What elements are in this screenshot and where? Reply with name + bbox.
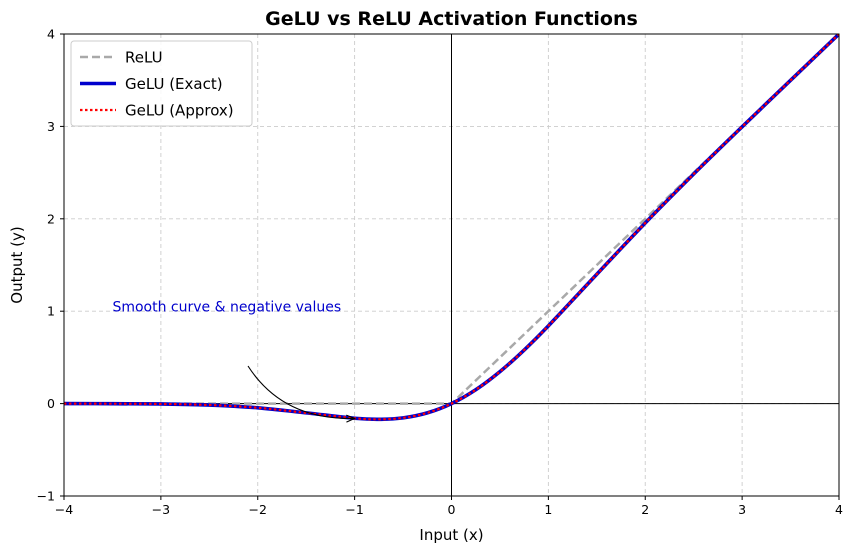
x-ticks: −4 −3 −2 −1 0 1 2 3 4 [55,496,843,517]
chart-title: GeLU vs ReLU Activation Functions [265,8,638,30]
x-axis-label: Input (x) [419,526,483,544]
y-tick-label-5: 4 [47,27,55,42]
series-line-2 [64,34,839,421]
x-tick-label-7: 3 [738,502,746,517]
x-tick-label-3: −1 [345,502,363,517]
legend-label-0: ReLU [125,49,163,67]
x-tick-label-8: 4 [835,502,843,517]
annotation-text: Smooth curve & negative values [112,299,341,315]
y-tick-label-3: 2 [47,211,55,226]
legend-label-1: GeLU (Exact) [125,75,223,93]
x-tick-label-1: −3 [152,502,170,517]
legend: ReLU GeLU (Exact) GeLU (Approx) [70,40,253,127]
y-tick-label-1: 0 [47,396,55,411]
x-tick-label-5: 1 [544,502,552,517]
x-tick-label-2: −2 [249,502,267,517]
legend-label-2: GeLU (Approx) [125,102,234,120]
annotation-arrow [247,365,355,419]
y-tick-label-0: −1 [37,489,55,504]
x-tick-label-0: −4 [55,502,73,517]
x-tick-label-4: 0 [448,502,456,517]
series-layer [64,34,839,422]
legend-box [70,40,253,127]
x-tick-label-6: 2 [641,502,649,517]
annotation-arrowhead [346,414,357,423]
y-tick-label-4: 3 [47,119,55,134]
y-axis-label: Output (y) [8,226,26,303]
annotation: Smooth curve & negative values [112,299,357,423]
y-tick-label-2: 1 [47,304,55,319]
y-ticks: −1 0 1 2 3 4 [37,27,64,504]
